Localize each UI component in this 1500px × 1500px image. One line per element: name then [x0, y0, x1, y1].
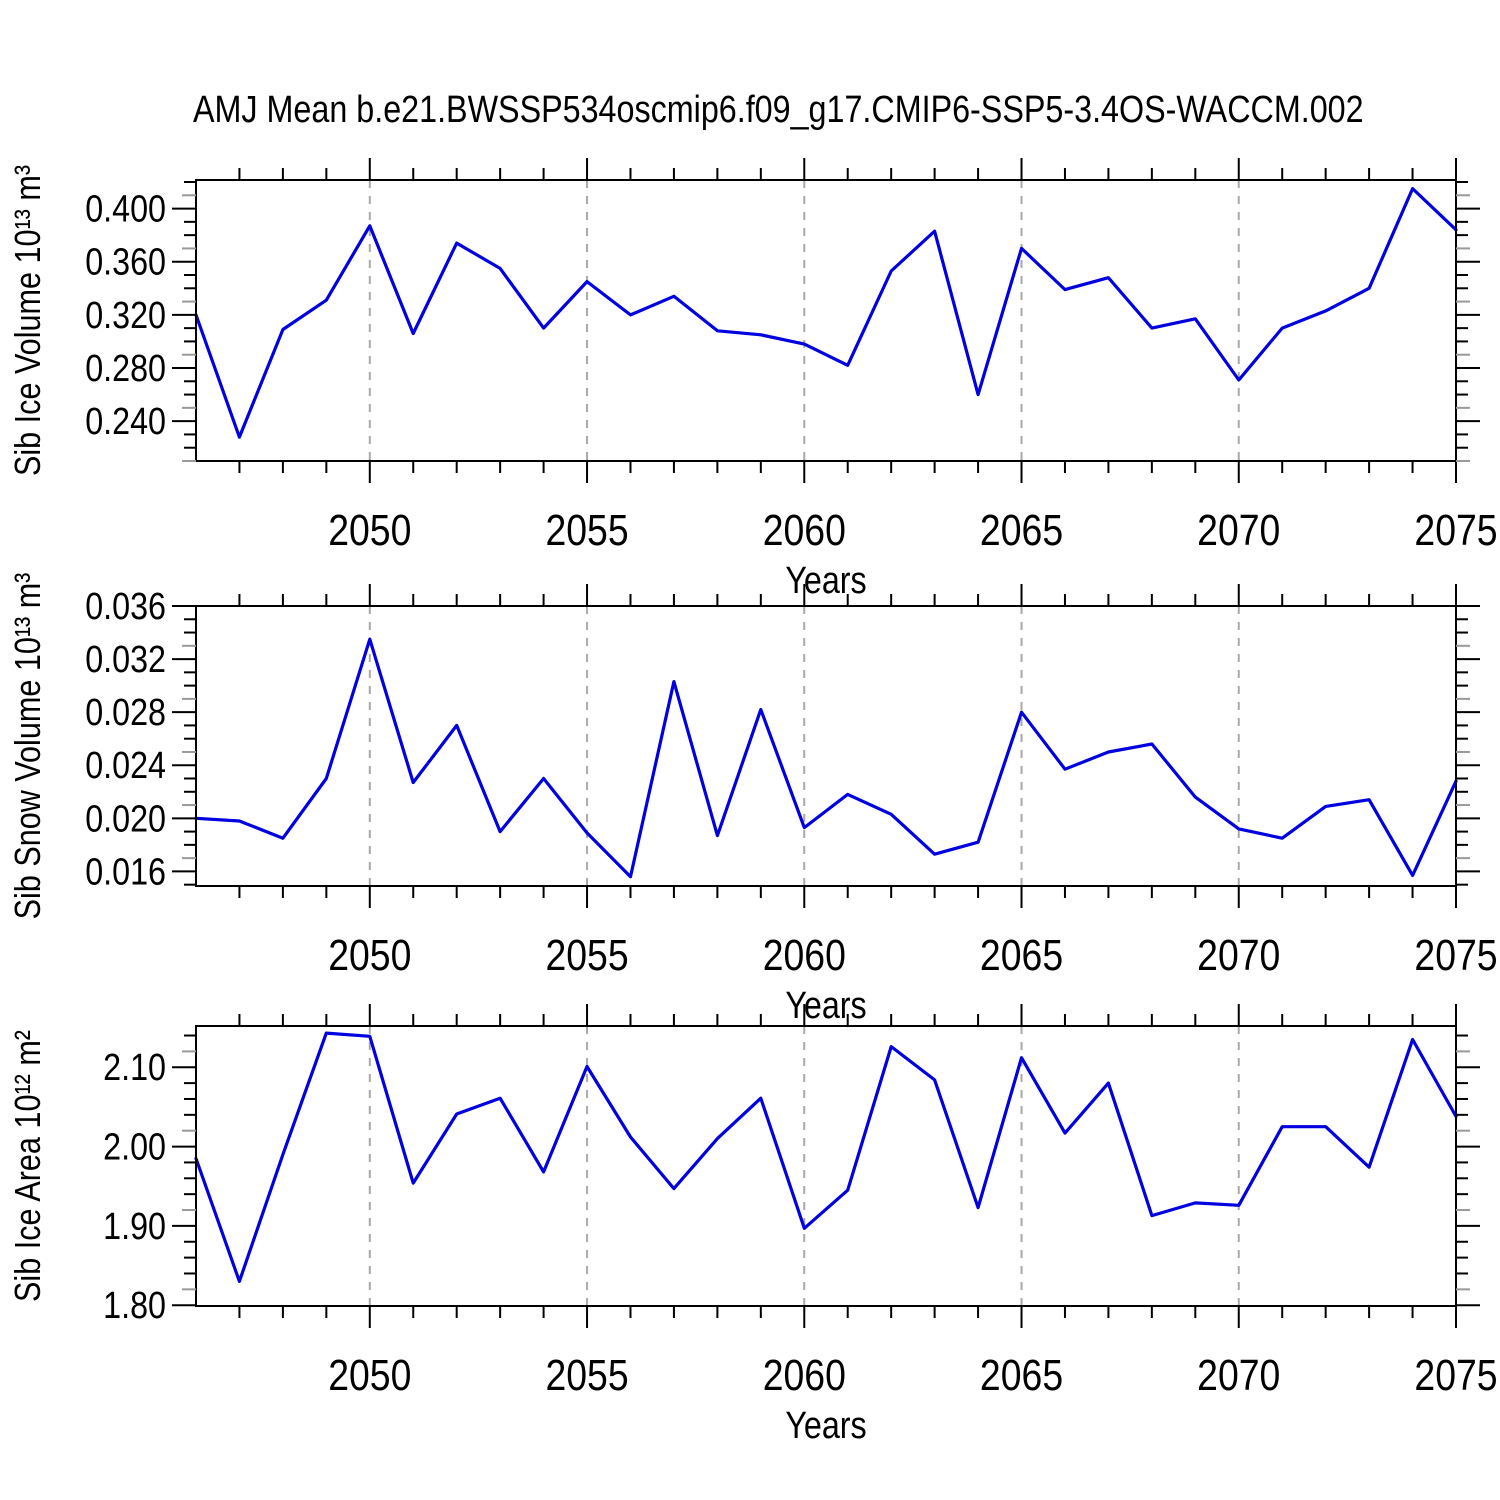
- y-tick-label: 0.240: [85, 401, 166, 443]
- x-tick-label: 2065: [980, 505, 1063, 555]
- x-tick-label: 2060: [763, 930, 846, 980]
- x-tick-label: 2050: [328, 505, 411, 555]
- y-tick-label: 0.036: [85, 586, 166, 628]
- plot-frame: [195, 1025, 1457, 1307]
- x-tick-label: 2065: [980, 1350, 1063, 1400]
- plot-frame: [195, 605, 1457, 887]
- x-tick-label: 2055: [545, 930, 628, 980]
- x-tick-label: 2050: [328, 930, 411, 980]
- y-axis-title-ice-area: Sib Ice Area 10¹² m²: [9, 1030, 49, 1302]
- y-tick-label: 0.360: [85, 241, 166, 283]
- y-tick-label: 0.400: [85, 188, 166, 230]
- x-tick-label: 2055: [545, 1350, 628, 1400]
- x-axis-title: Years: [785, 1405, 866, 1447]
- x-tick-label: 2055: [545, 505, 628, 555]
- y-tick-label: 0.032: [85, 639, 166, 681]
- x-tick-label: 2050: [328, 1350, 411, 1400]
- x-tick-label: 2070: [1197, 505, 1280, 555]
- x-tick-label: 2060: [763, 505, 846, 555]
- y-axis-title-ice-volume: Sib Ice Volume 10¹³ m³: [9, 165, 49, 476]
- y-tick-label: 0.028: [85, 692, 166, 734]
- y-axis-title-snow-volume: Sib Snow Volume 10¹³ m³: [9, 573, 49, 920]
- x-tick-label: 2070: [1197, 1350, 1280, 1400]
- plot-frame: [195, 179, 1457, 462]
- x-axis-title: Years: [785, 985, 866, 1027]
- y-tick-label: 1.90: [103, 1205, 166, 1247]
- series-line: [194, 637, 1458, 879]
- y-tick-label: 0.280: [85, 348, 166, 390]
- panel-sib-ice-volume: 0.240 0.280 0.320 0.360 0.400 2050 2055 2060 206…: [85, 158, 1498, 555]
- chart-title: AMJ Mean b.e21.BWSSP534oscmip6.f09_g17.C…: [193, 89, 1364, 131]
- y-tick-label: 1.80: [103, 1285, 166, 1327]
- series-line: [194, 187, 1458, 439]
- y-tick-label: 2.00: [103, 1126, 166, 1168]
- x-tick-label: 2060: [763, 1350, 846, 1400]
- panel-sib-ice-area: 1.80 1.90 2.00 2.10 2050 2055 2060 2065 2070 2075: [103, 1004, 1498, 1400]
- x-tick-label: 2070: [1197, 930, 1280, 980]
- x-tick-label: 2065: [980, 930, 1063, 980]
- series-line: [194, 1031, 1458, 1284]
- x-tick-label: 2075: [1414, 930, 1497, 980]
- y-tick-label: 0.016: [85, 851, 166, 893]
- x-tick-label: 2075: [1414, 505, 1497, 555]
- panel-sib-snow-volume: 0.016 0.020 0.024 0.028 0.032 0.036 2050 2055 20…: [85, 584, 1498, 980]
- y-tick-label: 0.024: [85, 745, 166, 787]
- y-tick-label: 0.020: [85, 798, 166, 840]
- x-tick-label: 2075: [1414, 1350, 1497, 1400]
- x-axis-title: Years: [785, 560, 866, 602]
- y-tick-label: 0.320: [85, 294, 166, 336]
- y-tick-label: 2.10: [103, 1047, 166, 1089]
